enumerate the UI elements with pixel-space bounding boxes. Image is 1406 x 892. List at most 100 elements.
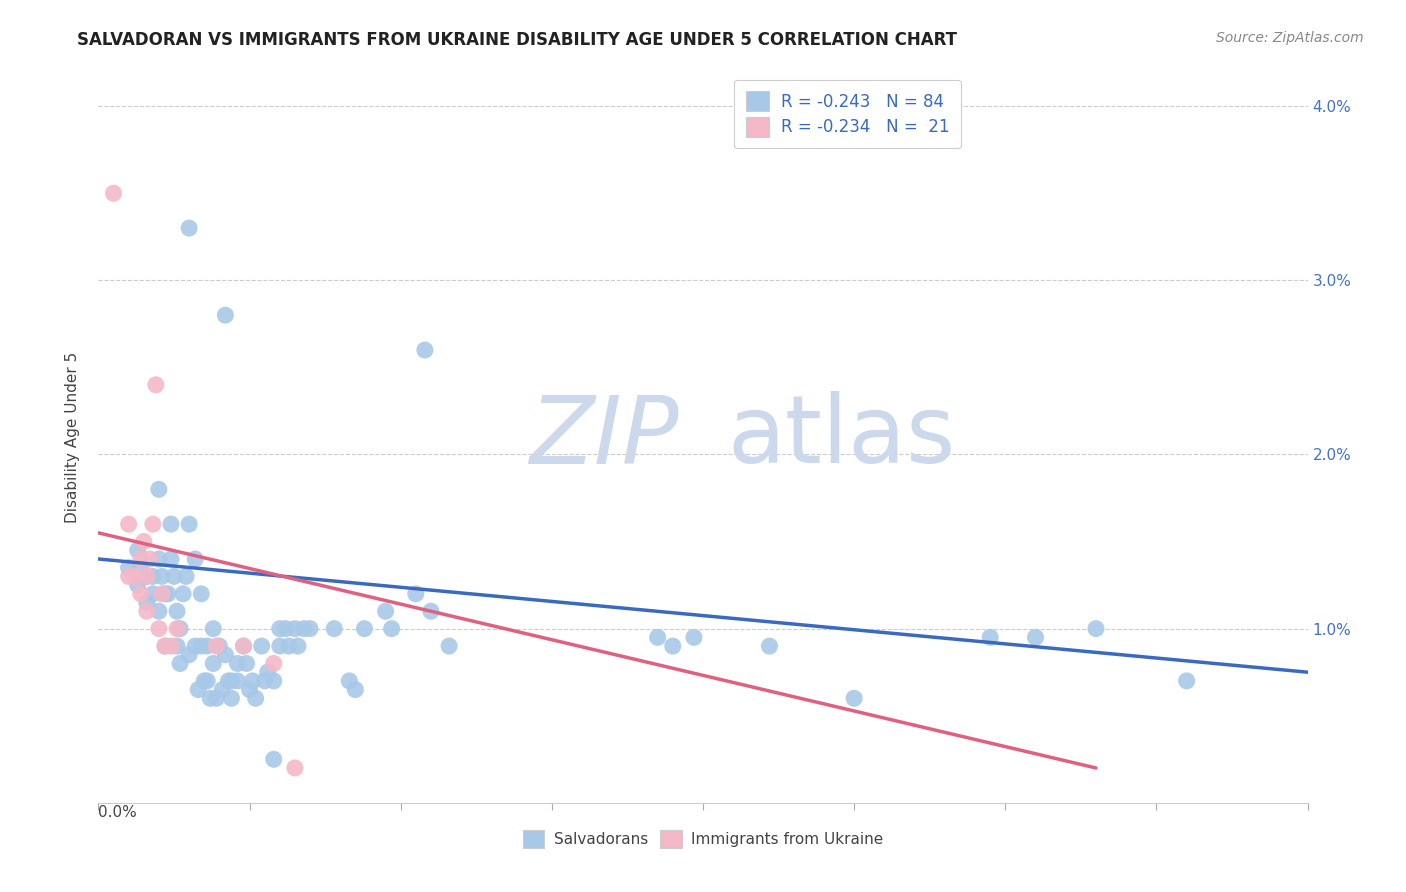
Point xyxy=(337,673,360,688)
Point xyxy=(148,552,170,566)
Point xyxy=(135,569,157,583)
Point xyxy=(374,604,396,618)
Point xyxy=(284,622,307,636)
Point xyxy=(160,552,183,566)
Point xyxy=(118,560,141,574)
Point xyxy=(135,569,157,583)
Point xyxy=(221,673,243,688)
Point xyxy=(344,682,367,697)
Point xyxy=(190,587,212,601)
Point xyxy=(145,377,167,392)
Point xyxy=(256,665,278,680)
Point xyxy=(118,517,141,532)
Point xyxy=(174,569,197,583)
Point xyxy=(269,622,291,636)
Text: atlas: atlas xyxy=(727,391,956,483)
Point xyxy=(142,569,165,583)
Point xyxy=(142,517,165,532)
Point xyxy=(284,761,307,775)
Point xyxy=(129,587,152,601)
Point xyxy=(135,604,157,618)
Point xyxy=(150,587,173,601)
Point xyxy=(758,639,780,653)
Point xyxy=(153,639,176,653)
Point xyxy=(148,604,170,618)
Text: SALVADORAN VS IMMIGRANTS FROM UKRAINE DISABILITY AGE UNDER 5 CORRELATION CHART: SALVADORAN VS IMMIGRANTS FROM UKRAINE DI… xyxy=(77,31,957,49)
Point xyxy=(103,186,125,201)
Point xyxy=(166,604,188,618)
Point xyxy=(277,639,299,653)
Point xyxy=(232,639,254,653)
Point xyxy=(353,622,375,636)
Text: 0.0%: 0.0% xyxy=(98,805,138,820)
Point xyxy=(263,752,285,766)
Point xyxy=(156,587,179,601)
Point xyxy=(437,639,460,653)
Point xyxy=(142,587,165,601)
Point xyxy=(242,673,264,688)
Point xyxy=(135,595,157,609)
Legend: Salvadorans, Immigrants from Ukraine: Salvadorans, Immigrants from Ukraine xyxy=(517,824,889,854)
Point xyxy=(287,639,309,653)
Point xyxy=(263,673,285,688)
Point xyxy=(683,631,706,645)
Point xyxy=(132,534,155,549)
Point xyxy=(179,648,201,662)
Point xyxy=(169,657,191,671)
Point xyxy=(160,517,183,532)
Point xyxy=(245,691,267,706)
Point xyxy=(420,604,443,618)
Point xyxy=(239,682,262,697)
Point xyxy=(166,622,188,636)
Point xyxy=(232,639,254,653)
Point xyxy=(202,657,225,671)
Point xyxy=(150,569,173,583)
Point xyxy=(179,221,201,235)
Point xyxy=(124,569,146,583)
Point xyxy=(381,622,404,636)
Point xyxy=(292,622,315,636)
Point xyxy=(160,639,183,653)
Point xyxy=(1085,622,1108,636)
Point xyxy=(647,631,669,645)
Point xyxy=(661,639,683,653)
Point xyxy=(148,622,170,636)
Point xyxy=(221,691,243,706)
Point xyxy=(193,673,215,688)
Point xyxy=(200,691,222,706)
Point xyxy=(163,569,186,583)
Y-axis label: Disability Age Under 5: Disability Age Under 5 xyxy=(65,351,80,523)
Point xyxy=(299,622,322,636)
Point xyxy=(1024,631,1046,645)
Point xyxy=(184,552,207,566)
Point xyxy=(148,483,170,497)
Point xyxy=(139,552,162,566)
Point xyxy=(129,552,152,566)
Point xyxy=(208,639,231,653)
Point xyxy=(1175,673,1198,688)
Point xyxy=(413,343,436,357)
Point xyxy=(184,639,207,653)
Point xyxy=(253,673,276,688)
Point xyxy=(405,587,427,601)
Text: Source: ZipAtlas.com: Source: ZipAtlas.com xyxy=(1216,31,1364,45)
Point xyxy=(127,578,149,592)
Point xyxy=(202,622,225,636)
Point xyxy=(214,308,236,322)
Point xyxy=(153,639,176,653)
Point xyxy=(226,673,249,688)
Point xyxy=(195,673,218,688)
Point xyxy=(172,587,194,601)
Point xyxy=(214,648,236,662)
Point xyxy=(323,622,346,636)
Point xyxy=(205,639,228,653)
Point xyxy=(127,543,149,558)
Point xyxy=(235,657,257,671)
Point xyxy=(217,673,239,688)
Point xyxy=(129,560,152,574)
Point xyxy=(269,639,291,653)
Point xyxy=(226,657,249,671)
Point xyxy=(153,587,176,601)
Point xyxy=(179,517,201,532)
Point xyxy=(263,657,285,671)
